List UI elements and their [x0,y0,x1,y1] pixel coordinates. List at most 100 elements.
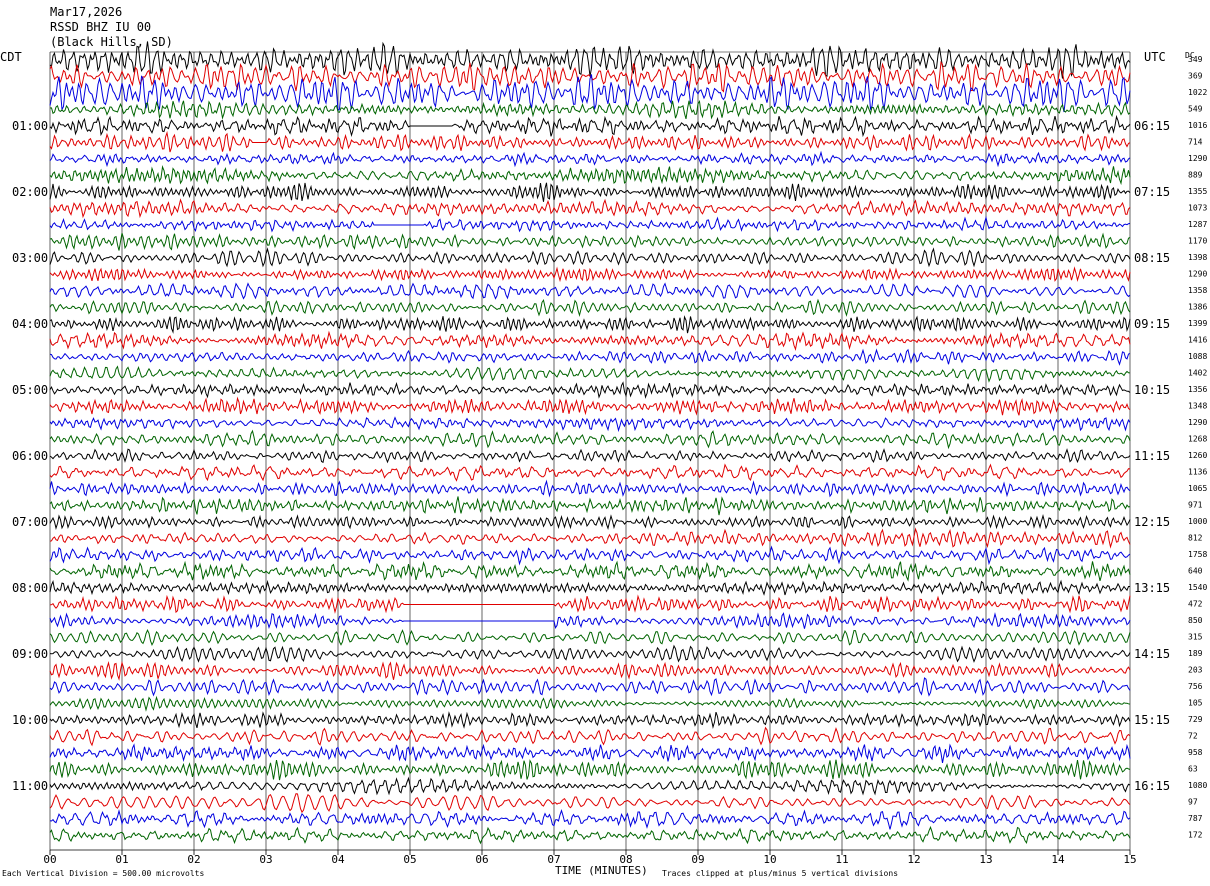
x-tick-label-12: 12 [907,853,920,866]
trace-15 [49,298,1131,318]
dc-offset-17: 1416 [1188,336,1207,345]
dc-offset-42: 958 [1188,748,1203,757]
x-tick-label-10: 10 [763,853,776,866]
dc-offset-22: 1290 [1188,418,1207,427]
dc-offset-1: 369 [1188,72,1203,81]
dc-offset-39: 105 [1188,699,1203,708]
left-hour-label-09:00: 09:00 [12,647,48,661]
x-tick-label-15: 15 [1123,853,1136,866]
right-hour-label-06:15: 06:15 [1134,119,1170,133]
dc-label: DC [1185,51,1195,60]
trace-12 [49,247,1131,268]
right-hour-label-11:15: 11:15 [1134,449,1170,463]
dc-offset-14: 1358 [1188,286,1207,295]
trace-40 [49,711,1131,729]
dc-offset-19: 1402 [1188,369,1207,378]
dc-offset-32: 1540 [1188,583,1207,592]
trace-3 [49,99,1131,120]
trace-8 [49,182,1131,202]
dc-offset-46: 787 [1188,814,1203,823]
trace-13 [49,266,1131,283]
station-label: RSSD BHZ IU 00 [50,20,151,34]
trace-43 [49,759,1131,781]
trace-18 [49,348,1131,366]
trace-0 [49,41,1131,79]
right-hour-label-16:15: 16:15 [1134,779,1170,793]
trace-23 [49,429,1131,450]
dc-offset-43: 63 [1188,765,1198,774]
dc-offset-40: 729 [1188,715,1203,724]
x-tick-label-14: 14 [1051,853,1065,866]
x-tick-label-01: 01 [115,853,128,866]
dc-offset-36: 189 [1188,649,1203,658]
trace-22 [49,416,1131,433]
dc-offset-15: 1386 [1188,303,1207,312]
right-hour-label-08:15: 08:15 [1134,251,1170,265]
dc-offset-20: 1356 [1188,385,1207,394]
trace-42 [49,743,1131,763]
trace-7 [49,165,1131,186]
x-tick-label-09: 09 [691,853,704,866]
dc-offset-37: 203 [1188,666,1203,675]
dc-offset-30: 1758 [1188,550,1207,559]
trace-11 [49,232,1131,251]
x-tick-label-13: 13 [979,853,992,866]
left-hour-label-06:00: 06:00 [12,449,48,463]
trace-9 [49,198,1131,219]
trace-4 [49,114,1131,138]
trace-45 [49,793,1131,814]
trace-2 [49,74,1131,113]
right-hour-label-10:15: 10:15 [1134,383,1170,397]
left-hour-label-01:00: 01:00 [12,119,48,133]
dc-offset-3: 549 [1188,105,1203,114]
trace-47 [49,825,1131,845]
dc-offset-8: 1355 [1188,187,1207,196]
hour-labels: 01:00 02:00 03:00 04:00 05:00 06:00 07:00 08:00… [12,119,1170,793]
dc-offset-12: 1398 [1188,253,1207,262]
trace-34 [49,612,1131,630]
dc-offset-13: 1290 [1188,270,1207,279]
left-hour-label-05:00: 05:00 [12,383,48,397]
dc-offset-45: 97 [1188,798,1198,807]
left-hour-label-04:00: 04:00 [12,317,48,331]
left-hour-label-11:00: 11:00 [12,779,48,793]
dc-offset-24: 1260 [1188,451,1207,460]
left-timezone-label: CDT [0,50,22,64]
dc-offset-2: 1022 [1188,88,1207,97]
dc-offset-25: 1136 [1188,468,1207,477]
seismic-traces [49,41,1131,845]
dc-offset-29: 812 [1188,534,1203,543]
left-hour-label-10:00: 10:00 [12,713,48,727]
dc-offset-6: 1290 [1188,154,1207,163]
x-tick-label-08: 08 [619,853,632,866]
trace-24 [49,448,1131,464]
right-hour-label-15:15: 15:15 [1134,713,1170,727]
trace-27 [49,496,1131,516]
trace-30 [49,545,1131,566]
x-axis-title: TIME (MINUTES) [555,864,648,877]
footer-clip-note: Traces clipped at plus/minus 5 vertical … [662,869,898,878]
trace-38 [49,677,1131,697]
right-hour-label-13:15: 13:15 [1134,581,1170,595]
dc-offset-38: 756 [1188,682,1203,691]
dc-offset-26: 1065 [1188,484,1207,493]
trace-14 [49,282,1131,300]
date-label: Mar17,2026 [50,5,122,19]
trace-29 [49,527,1131,549]
trace-16 [49,315,1131,334]
trace-1 [49,60,1131,93]
dc-offset-23: 1268 [1188,435,1207,444]
trace-26 [49,479,1131,498]
dc-offset-labels: 349 369 1022 549 1016 714 1290 889 1355 1073 1287 1… [1188,55,1207,840]
x-tick-label-11: 11 [835,853,848,866]
right-hour-label-07:15: 07:15 [1134,185,1170,199]
dc-offset-10: 1287 [1188,220,1207,229]
trace-17 [49,330,1131,351]
trace-32 [49,579,1130,596]
dc-offset-16: 1399 [1188,319,1207,328]
dc-offset-35: 315 [1188,633,1203,642]
trace-20 [49,381,1131,399]
trace-41 [49,726,1131,747]
dc-offset-9: 1073 [1188,204,1207,213]
